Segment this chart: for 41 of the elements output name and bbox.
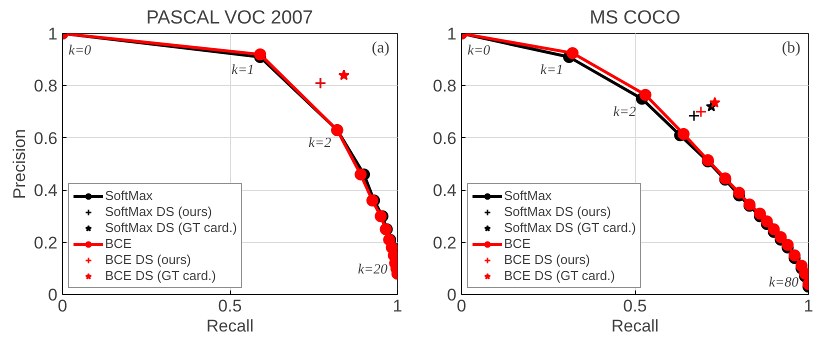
annotation: k=2 — [308, 136, 332, 152]
legend-label: BCE DS (ours) — [504, 252, 590, 267]
y-tick-label: 0.8 — [432, 76, 457, 96]
chart-title: MS COCO — [590, 8, 680, 28]
y-tick-label: 0.8 — [34, 76, 58, 96]
x-tick-label: 0.5 — [218, 296, 242, 316]
legend-label: BCE DS (GT card.) — [504, 268, 616, 283]
chart-title: PASCAL VOC 2007 — [146, 8, 314, 28]
annotation: (b) — [782, 40, 800, 56]
legend-label: BCE — [105, 236, 132, 251]
legend-label: SoftMax DS (ours) — [504, 204, 611, 219]
annotation: k=0 — [68, 44, 92, 58]
x-axis-title: Recall — [206, 316, 254, 336]
annotation: k=20 — [358, 262, 388, 278]
legend-label: SoftMax — [504, 188, 552, 203]
legend-label: SoftMax — [105, 188, 153, 203]
y-tick-label: 0.6 — [432, 128, 457, 148]
y-tick-label: 0.4 — [34, 181, 58, 200]
legend-label: BCE — [504, 236, 531, 251]
y-tick-label: 0.4 — [432, 181, 457, 200]
legend-label: SoftMax DS (GT card.) — [105, 220, 237, 235]
legend-label: BCE DS (ours) — [105, 252, 191, 267]
legend-label: SoftMax DS (GT card.) — [504, 220, 636, 235]
x-axis-title: Recall — [611, 316, 659, 336]
annotation: k=0 — [468, 44, 490, 58]
annotation: k=2 — [613, 104, 636, 120]
legend-label: SoftMax DS (ours) — [105, 204, 212, 219]
y-tick-label: 0.2 — [432, 233, 457, 252]
annotation: k=1 — [231, 62, 254, 78]
x-tick-label: 1 — [804, 296, 814, 316]
annotation: k=1 — [540, 62, 564, 78]
x-tick-label: 1 — [392, 296, 402, 316]
x-tick-label: 0.5 — [623, 296, 647, 316]
annotation: k=80 — [768, 276, 799, 291]
annotation: (a) — [372, 40, 390, 56]
y-tick-label: 0.6 — [34, 128, 58, 148]
y-axis-title: Precision — [10, 129, 29, 199]
y-tick-label: 1 — [447, 24, 457, 44]
y-tick-label: 0.2 — [34, 233, 58, 252]
legend-label: BCE DS (GT card.) — [105, 268, 216, 283]
y-tick-label: 1 — [48, 24, 58, 44]
